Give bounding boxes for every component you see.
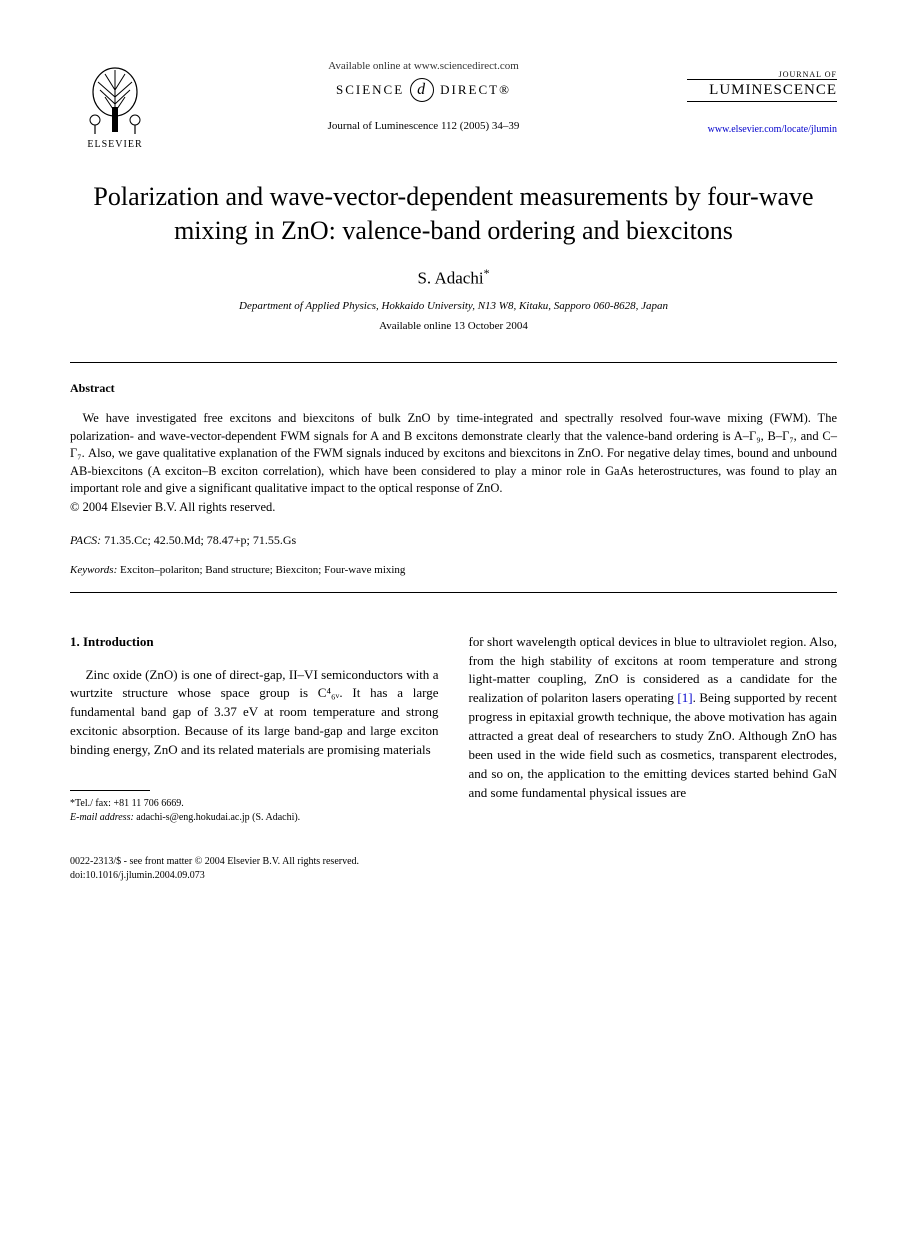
abstract-section: Abstract We have investigated free excit… (70, 381, 837, 515)
abstract-text: We have investigated free excitons and b… (70, 410, 837, 498)
keywords-line: Keywords: Exciton–polariton; Band struct… (70, 564, 837, 576)
left-column: 1. Introduction Zinc oxide (ZnO) is one … (70, 633, 439, 825)
journal-name-small: JOURNAL OF (687, 70, 837, 79)
center-header: Available online at www.sciencedirect.co… (160, 50, 687, 132)
divider (70, 362, 837, 363)
elsevier-tree-icon (80, 62, 150, 137)
science-direct-logo: SCIENCE d DIRECT® (160, 78, 687, 102)
elsevier-logo: ELSEVIER (70, 50, 160, 150)
sd-left: SCIENCE (336, 82, 404, 98)
pacs-line: PACS: 71.35.Cc; 42.50.Md; 78.47+p; 71.55… (70, 533, 837, 548)
keywords-label: Keywords: (70, 564, 117, 576)
elsevier-label: ELSEVIER (87, 139, 142, 150)
section-1-heading: 1. Introduction (70, 633, 439, 652)
journal-url-link[interactable]: www.elsevier.com/locate/jlumin (687, 124, 837, 135)
front-matter-line: 0022-2313/$ - see front matter © 2004 El… (70, 855, 837, 869)
available-date: Available online 13 October 2004 (70, 320, 837, 332)
article-title: Polarization and wave-vector-dependent m… (90, 180, 817, 248)
ref-1-link[interactable]: [1] (677, 690, 692, 705)
author-name: S. Adachi (417, 268, 483, 287)
intro-para-right: for short wavelength optical devices in … (469, 633, 838, 803)
journal-citation: Journal of Luminescence 112 (2005) 34–39 (160, 120, 687, 132)
author-line: S. Adachi* (70, 266, 837, 289)
author-mark: * (484, 266, 490, 280)
copyright-text: © 2004 Elsevier B.V. All rights reserved… (70, 500, 837, 515)
journal-logo-block: JOURNAL OF LUMINESCENCE www.elsevier.com… (687, 50, 837, 135)
pacs-codes: 71.35.Cc; 42.50.Md; 78.47+p; 71.55.Gs (104, 533, 296, 547)
footnote-email: E-mail address: adachi-s@eng.hokudai.ac.… (70, 811, 439, 825)
intro-para-left: Zinc oxide (ZnO) is one of direct-gap, I… (70, 666, 439, 760)
sd-d-icon: d (410, 78, 434, 102)
affiliation: Department of Applied Physics, Hokkaido … (70, 300, 837, 312)
email-address: adachi-s@eng.hokudai.ac.jp (S. Adachi). (136, 812, 300, 823)
doi-block: 0022-2313/$ - see front matter © 2004 El… (70, 855, 837, 883)
keywords-text: Exciton–polariton; Band structure; Biexc… (120, 564, 405, 576)
available-online-text: Available online at www.sciencedirect.co… (160, 60, 687, 72)
sd-right: DIRECT® (440, 82, 511, 98)
pacs-label: PACS: (70, 533, 101, 547)
right-column: for short wavelength optical devices in … (469, 633, 838, 825)
body-columns: 1. Introduction Zinc oxide (ZnO) is one … (70, 633, 837, 825)
email-label: E-mail address: (70, 812, 134, 823)
footnote-separator (70, 790, 150, 791)
journal-name-big: LUMINESCENCE (687, 79, 837, 102)
footnote-tel: *Tel./ fax: +81 11 706 6669. (70, 797, 439, 811)
doi-line: doi:10.1016/j.jlumin.2004.09.073 (70, 869, 837, 883)
abstract-heading: Abstract (70, 381, 837, 396)
divider (70, 592, 837, 593)
header-row: ELSEVIER Available online at www.science… (70, 50, 837, 150)
